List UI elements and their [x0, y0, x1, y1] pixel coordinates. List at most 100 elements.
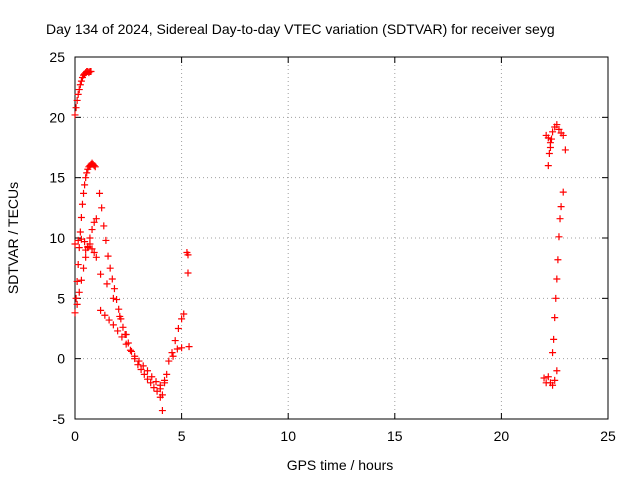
- data-point: [143, 375, 151, 383]
- data-point: [137, 366, 145, 374]
- data-point: [71, 309, 79, 317]
- data-point: [81, 181, 89, 189]
- x-tick-label: 15: [387, 428, 403, 444]
- data-point: [82, 253, 90, 261]
- data-point: [152, 378, 160, 386]
- data-point: [544, 162, 552, 170]
- plot-frame: [74, 56, 609, 420]
- data-point: [540, 374, 548, 382]
- data-point: [75, 288, 83, 296]
- data-point: [126, 346, 134, 354]
- data-point: [551, 314, 559, 322]
- data-point: [559, 131, 567, 139]
- data-point: [544, 373, 552, 381]
- data-point: [184, 251, 192, 259]
- y-tick-label: -5: [53, 411, 66, 427]
- data-point: [542, 379, 550, 387]
- data-point: [561, 146, 569, 154]
- data-point: [140, 370, 148, 378]
- data-point: [88, 245, 96, 253]
- data-point: [73, 96, 81, 104]
- data-point: [549, 381, 557, 389]
- data-point: [104, 252, 112, 260]
- axis-ticks: [74, 56, 609, 420]
- data-point: [96, 189, 104, 197]
- data-point: [76, 228, 84, 236]
- x-tick-label: 25: [600, 428, 616, 444]
- data-point: [116, 312, 124, 320]
- data-point: [555, 233, 563, 241]
- data-point: [139, 362, 147, 370]
- data-point: [161, 379, 169, 387]
- data-point: [131, 352, 139, 360]
- data-point: [549, 349, 557, 357]
- data-point: [77, 77, 85, 85]
- data-point: [553, 121, 561, 129]
- data-point: [105, 316, 113, 324]
- data-points: [71, 67, 569, 415]
- data-point: [92, 215, 100, 223]
- data-point: [81, 238, 89, 246]
- data-point: [559, 188, 567, 196]
- data-point: [109, 321, 117, 329]
- data-point: [544, 134, 552, 142]
- data-point: [553, 275, 561, 283]
- data-point: [122, 340, 130, 348]
- data-point: [88, 226, 96, 234]
- data-point: [134, 361, 142, 369]
- data-point: [75, 86, 83, 94]
- data-point: [90, 162, 98, 170]
- data-point: [551, 376, 559, 384]
- data-point: [75, 244, 83, 252]
- data-point: [82, 246, 90, 254]
- y-tick-label: 10: [49, 230, 65, 246]
- data-point: [114, 327, 122, 335]
- data-point: [122, 331, 130, 339]
- data-point: [91, 163, 99, 171]
- data-point: [109, 294, 117, 302]
- data-point: [552, 294, 560, 302]
- data-point: [97, 270, 105, 278]
- data-point: [71, 240, 79, 248]
- data-point: [98, 204, 106, 212]
- data-point: [77, 213, 85, 221]
- data-point: [83, 169, 91, 177]
- y-tick-label: 15: [49, 170, 65, 186]
- data-point: [73, 277, 81, 285]
- x-tick-label: 20: [494, 428, 510, 444]
- data-point: [72, 294, 80, 302]
- data-point: [77, 276, 85, 284]
- data-point: [556, 215, 564, 223]
- data-point: [92, 253, 100, 261]
- data-point: [80, 264, 88, 272]
- data-point: [118, 333, 126, 341]
- data-point: [106, 264, 114, 272]
- data-point: [171, 337, 179, 345]
- grid-lines: [75, 57, 608, 419]
- data-point: [100, 222, 108, 230]
- data-point: [178, 315, 186, 323]
- data-point: [90, 248, 98, 256]
- data-point: [180, 310, 188, 318]
- tick-labels: 0 5 10 15 20 25 -5 0 5 10 15 20 25: [49, 49, 616, 444]
- data-point: [553, 367, 561, 375]
- x-axis-label: GPS time / hours: [287, 457, 394, 473]
- data-point: [546, 139, 554, 147]
- data-point: [150, 384, 158, 392]
- y-tick-label: 25: [49, 49, 65, 65]
- data-point: [76, 81, 84, 89]
- data-point: [147, 379, 155, 387]
- data-point: [86, 240, 94, 248]
- y-tick-label: 20: [49, 109, 65, 125]
- data-point: [165, 357, 173, 365]
- chart-title: Day 134 of 2024, Sidereal Day-to-day VTE…: [46, 21, 555, 37]
- data-point: [169, 352, 177, 360]
- data-point: [168, 349, 176, 357]
- data-point: [550, 335, 558, 343]
- data-point: [72, 104, 80, 112]
- x-tick-label: 10: [280, 428, 296, 444]
- data-point: [110, 285, 118, 293]
- data-point: [178, 344, 186, 352]
- data-point: [158, 407, 166, 415]
